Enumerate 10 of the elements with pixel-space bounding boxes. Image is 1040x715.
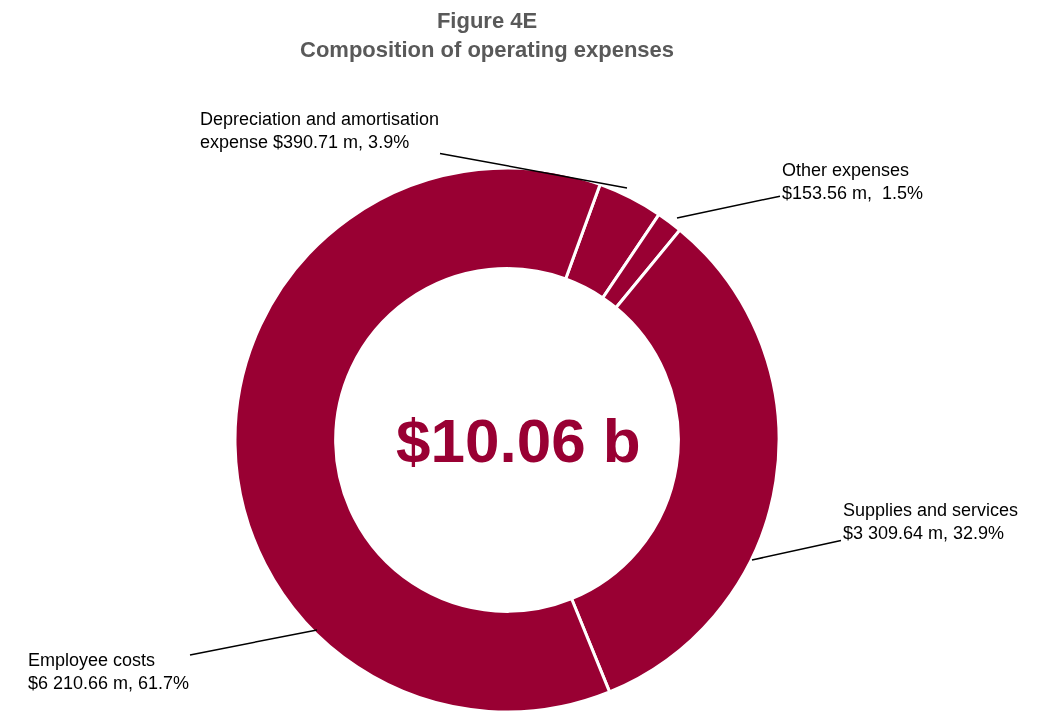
text: $10.06 b xyxy=(396,406,641,475)
slice-label: Supplies and services xyxy=(843,500,1019,520)
data-label: $153.56 m, 1.5% xyxy=(782,183,924,204)
chart-title: Figure 4E xyxy=(436,8,538,33)
slice-label: Employee costs xyxy=(28,650,156,670)
chart-subtitle: Composition of operating expenses xyxy=(300,36,675,62)
slice-label: Other expenses xyxy=(782,160,910,180)
data-label: $3 309.64 m, 32.9% xyxy=(843,523,1005,544)
slice-label: Depreciation and amortisation expense $390.71 m, 3.9% xyxy=(200,109,440,153)
data-label: $6 210.66 m, 61.7% xyxy=(28,673,190,694)
